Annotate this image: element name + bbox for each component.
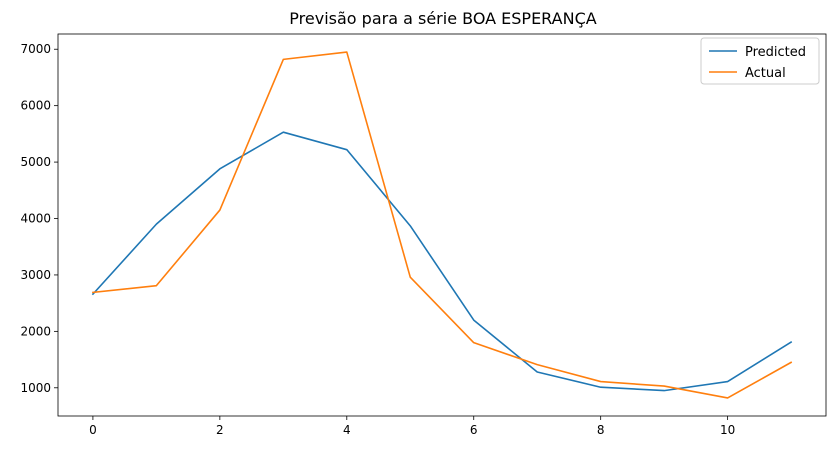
legend: Predicted Actual [700,37,820,85]
x-tick-label: 10 [720,423,735,437]
legend-label-predicted: Predicted [745,45,806,60]
plot-area-frame [57,33,827,417]
x-tick-label: 8 [597,423,605,437]
x-tick-label: 6 [470,423,478,437]
y-tick-label: 6000 [20,99,51,113]
y-tick-label: 5000 [20,155,51,169]
x-tick-label: 0 [89,423,97,437]
series-line-actual [92,51,793,399]
y-tick-label: 2000 [20,324,51,338]
y-tick-label: 3000 [20,268,51,282]
x-tick-label: 2 [216,423,224,437]
series-lines [91,51,793,399]
y-tick-label: 7000 [20,42,51,56]
y-axis: 1000 2000 3000 4000 5000 6000 7000 [20,42,58,395]
chart-title: Previsão para a série BOA ESPERANÇA [289,9,596,28]
x-tick-label: 4 [343,423,351,437]
legend-label-actual: Actual [745,66,786,81]
y-tick-label: 4000 [20,212,51,226]
series-line-predicted [91,131,793,392]
x-axis: 0 2 4 6 8 10 [89,416,735,437]
y-tick-label: 1000 [20,381,51,395]
